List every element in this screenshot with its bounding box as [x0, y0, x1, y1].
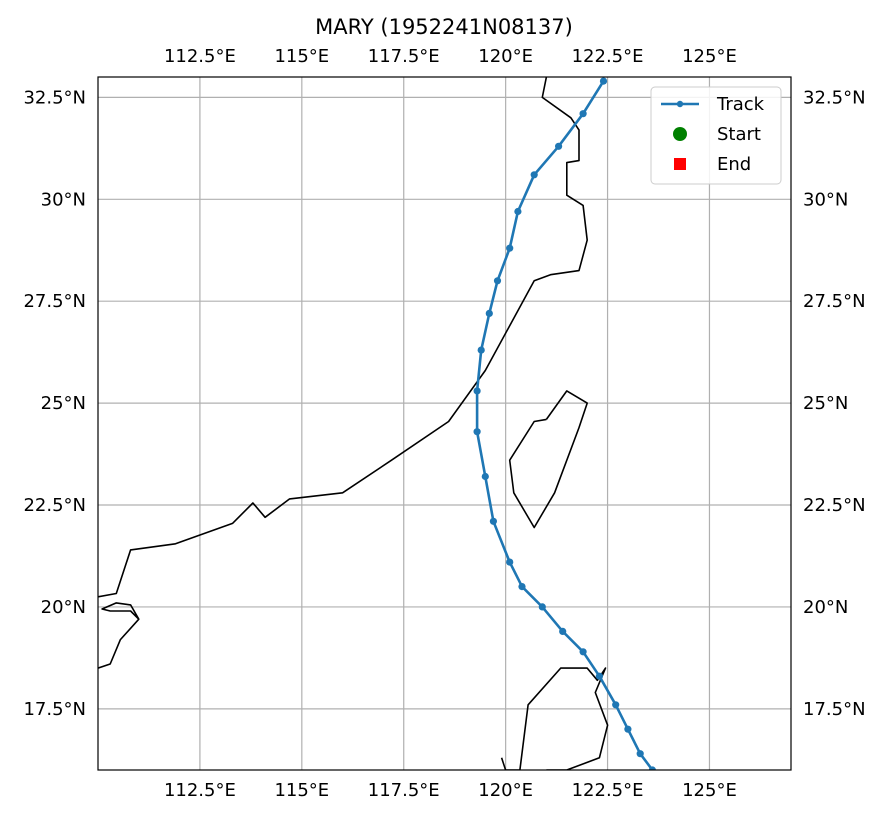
y-tick-label-left-1: 20°N	[41, 597, 86, 618]
x-tick-label-bottom-5: 125°E	[682, 780, 737, 801]
track-point	[514, 207, 522, 216]
track-point	[624, 725, 632, 733]
track-point	[506, 558, 514, 566]
track-point	[518, 583, 526, 591]
legend-label-end: End	[717, 154, 751, 175]
track-point	[555, 142, 563, 150]
y-tick-label-right-6: 32.5°N	[803, 87, 866, 108]
y-tick-label-right-4: 27.5°N	[803, 291, 866, 312]
y-tick-label-right-2: 22.5°N	[803, 495, 866, 516]
track-point	[612, 701, 620, 709]
track-point	[579, 648, 587, 656]
plot-frame	[97, 76, 792, 771]
x-tick-label-bottom-4: 122.5°E	[572, 780, 644, 801]
track-point	[559, 627, 567, 636]
track-point	[579, 110, 587, 118]
coastline-taiwan	[508, 390, 589, 529]
track-point	[530, 171, 538, 179]
y-tick-label-left-6: 32.5°N	[23, 87, 86, 108]
y-tick-label-left-0: 17.5°N	[23, 699, 86, 720]
storm-track	[473, 77, 656, 770]
y-tick-label-left-2: 22.5°N	[23, 495, 86, 516]
x-tick-label-top-2: 117.5°E	[368, 46, 440, 67]
axis-ticks: 112.5°E 112.5°E 115°E 115°E 117.5°E 117.5°E 12…	[23, 46, 865, 801]
grid-lines	[98, 77, 791, 770]
coastline-luzon	[519, 667, 609, 770]
x-tick-label-bottom-3: 120°E	[478, 780, 533, 801]
track-point	[493, 277, 502, 285]
track-point	[636, 750, 644, 758]
legend-end-square-icon	[674, 158, 686, 170]
track-point	[473, 428, 481, 436]
y-tick-label-right-5: 30°N	[803, 189, 848, 210]
track-point	[595, 672, 604, 680]
legend-label-track: Track	[716, 94, 765, 115]
y-tick-label-left-5: 30°N	[41, 189, 86, 210]
x-tick-label-bottom-2: 117.5°E	[368, 780, 440, 801]
x-tick-label-top-1: 115°E	[274, 46, 329, 67]
legend-label-start: Start	[717, 124, 761, 145]
x-tick-label-top-4: 122.5°E	[572, 46, 644, 67]
coastlines	[98, 77, 609, 770]
track-point	[599, 77, 608, 85]
coastline-hainan	[98, 602, 140, 669]
x-tick-label-bottom-0: 112.5°E	[164, 780, 236, 801]
coastline-luzon-west-coast	[500, 757, 520, 770]
track-point	[538, 603, 546, 611]
legend-track-dot-icon	[676, 100, 684, 108]
x-tick-label-top-0: 112.5°E	[164, 46, 236, 67]
track-point	[648, 766, 656, 770]
track-point	[489, 517, 497, 525]
y-tick-label-right-3: 25°N	[803, 393, 848, 414]
coastline-mainland-china	[98, 77, 589, 598]
chart-title: MARY (1952241N08137)	[315, 15, 573, 39]
track-point	[485, 309, 493, 317]
y-tick-label-left-4: 27.5°N	[23, 291, 86, 312]
x-tick-label-top-3: 120°E	[478, 46, 533, 67]
x-tick-label-bottom-1: 115°E	[274, 780, 329, 801]
y-tick-label-left-3: 25°N	[41, 393, 86, 414]
track-point	[506, 244, 514, 252]
legend-start-circle-icon	[673, 127, 687, 141]
track-point	[481, 472, 489, 481]
y-tick-label-right-1: 20°N	[803, 597, 848, 618]
track-point	[477, 346, 485, 354]
track-point	[473, 387, 481, 395]
y-tick-label-right-0: 17.5°N	[803, 699, 866, 720]
legend: Track Start End	[650, 86, 782, 185]
x-tick-label-top-5: 125°E	[682, 46, 737, 67]
